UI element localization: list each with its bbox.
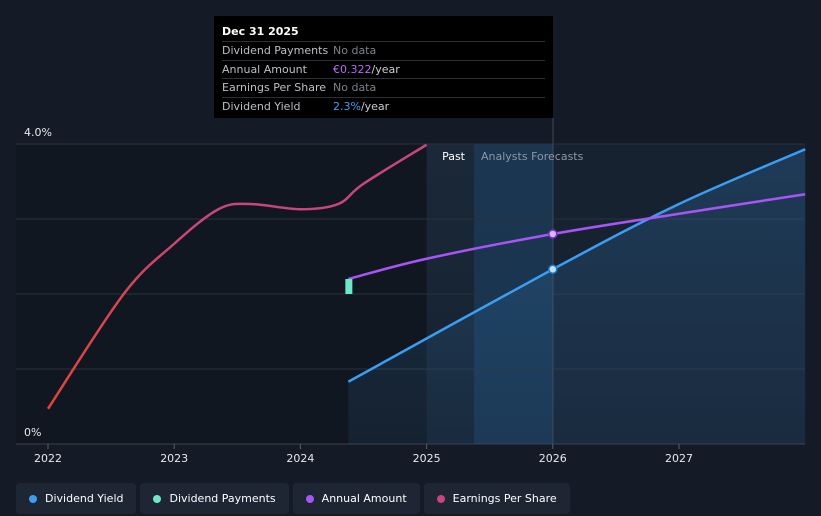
legend-item-dividend-payments[interactable]: Dividend Payments xyxy=(140,483,289,514)
tooltip-value: €0.322 xyxy=(333,62,372,76)
x-tick-label: 2025 xyxy=(413,452,441,465)
tooltip-label: Dividend Yield xyxy=(222,99,301,113)
legend-item-annual-amount[interactable]: Annual Amount xyxy=(292,483,420,514)
tooltip-label: Dividend Payments xyxy=(222,44,329,57)
legend-label: Annual Amount xyxy=(321,492,407,505)
y-tick-label: 0% xyxy=(24,426,41,439)
tooltip-row-annual-amount: Annual Amount €0.322/year xyxy=(222,59,545,79)
tooltip-value: 2.3% xyxy=(333,99,361,113)
tooltip-label: Annual Amount xyxy=(222,62,307,76)
dividend-yield-marker xyxy=(548,264,558,274)
legend-dot-icon xyxy=(436,494,445,503)
forecast-label: Analysts Forecasts xyxy=(481,150,584,163)
tooltip-row-earnings-per-share: Earnings Per Share No data xyxy=(222,78,545,97)
past-label: Past xyxy=(442,150,466,163)
legend-label: Earnings Per Share xyxy=(452,492,557,505)
legend-item-earnings-per-share[interactable]: Earnings Per Share xyxy=(423,483,570,514)
tooltip: Dec 31 2025 Dividend Payments No data An… xyxy=(214,16,553,118)
legend-dot-icon xyxy=(29,494,37,503)
tooltip-row-dividend-payments: Dividend Payments No data xyxy=(222,41,545,60)
legend: Dividend Yield Dividend Payments Annual … xyxy=(16,483,570,514)
x-tick-label: 2027 xyxy=(665,452,693,465)
series-dividend-yield-area xyxy=(348,149,806,444)
legend-item-dividend-yield[interactable]: Dividend Yield xyxy=(16,483,137,514)
x-tick-label: 2024 xyxy=(286,452,314,465)
annual-amount-marker xyxy=(548,229,558,239)
tooltip-date: Dec 31 2025 xyxy=(222,25,299,38)
legend-label: Dividend Payments xyxy=(169,492,276,505)
series-dividend-yield-line xyxy=(347,148,806,383)
legend-dot-icon xyxy=(153,494,162,503)
tooltip-value: No data xyxy=(333,44,377,57)
tooltip-row-dividend-yield: Dividend Yield 2.3%/year xyxy=(222,96,545,116)
series-earnings-per-share-line xyxy=(46,143,428,410)
series-annual-amount-line xyxy=(348,193,806,281)
chart-svg: 0% 4.0% 2022 2023 2024 2025 2026 2027 Past Analys… xyxy=(16,118,806,465)
tooltip-unit: /year xyxy=(371,62,400,76)
legend-dot-icon xyxy=(305,494,314,503)
tooltip-unit: /year xyxy=(360,99,390,113)
series-dividend-payments-bar xyxy=(345,279,353,294)
x-tick-label: 2022 xyxy=(34,452,62,465)
tooltip-value: No data xyxy=(333,81,377,94)
x-tick-label: 2023 xyxy=(160,452,188,465)
tooltip-label: Earnings Per Share xyxy=(222,81,327,94)
legend-label: Dividend Yield xyxy=(45,492,124,505)
y-tick-label: 4.0% xyxy=(24,126,52,139)
x-tick-label: 2026 xyxy=(539,452,567,465)
